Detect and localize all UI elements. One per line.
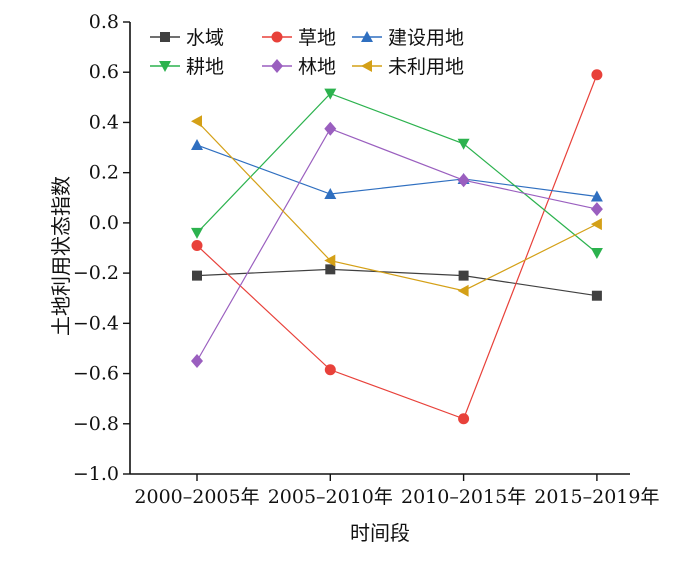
- legend-item: 草地: [262, 27, 336, 49]
- legend-marker: [271, 31, 283, 43]
- y-tick-label: 0.8: [89, 11, 119, 33]
- legend-item: 耕地: [150, 56, 224, 78]
- data-point: [590, 190, 603, 202]
- legend-label: 林地: [298, 56, 336, 78]
- legend-item: 林地: [262, 56, 336, 78]
- data-point: [324, 188, 337, 200]
- x-tick-label: 2015–2019年: [534, 486, 659, 508]
- axes: 0.8 0.6 0.4 0.2 0.0 −0.2 −0.4 −0.6 −0.8 −1.0 2000–…: [73, 11, 660, 508]
- data-point: [458, 413, 470, 425]
- series-1: [191, 69, 603, 425]
- legend-label: 未利用地: [388, 56, 464, 78]
- data-point: [457, 284, 469, 297]
- x-tick-label: 2005–2010年: [268, 486, 393, 508]
- series-layer: [191, 69, 603, 425]
- legend-item: 未利用地: [352, 56, 464, 78]
- data-point: [191, 227, 203, 239]
- y-tick-label: −0.6: [73, 363, 119, 385]
- legend-item: 水域: [150, 27, 224, 49]
- data-point: [590, 218, 602, 231]
- data-point: [191, 354, 203, 368]
- series-line: [196, 92, 598, 254]
- series-5: [191, 115, 602, 297]
- y-tick-label: 0.4: [89, 111, 119, 133]
- legend-label: 建设用地: [388, 27, 464, 49]
- legend-item: 建设用地: [352, 27, 464, 49]
- data-point: [191, 139, 203, 151]
- y-tick-label: −0.8: [73, 413, 119, 435]
- y-axis-title: 土地利用状态指数: [49, 176, 73, 336]
- y-tick-label: 0.6: [89, 61, 119, 83]
- x-tick-label: 2010–2015年: [401, 486, 526, 508]
- series-line: [196, 144, 597, 198]
- y-tick-label: −1.0: [73, 463, 119, 485]
- series-2: [191, 139, 603, 202]
- data-point: [192, 270, 202, 281]
- y-tick-label: 0.2: [89, 162, 119, 184]
- data-point: [324, 364, 336, 376]
- series-line: [196, 268, 597, 297]
- data-point: [324, 254, 336, 267]
- legend-marker: [361, 31, 373, 42]
- data-point: [457, 138, 470, 150]
- data-point: [590, 248, 603, 260]
- y-tick-label: 0.0: [89, 212, 119, 234]
- legend-label: 草地: [298, 27, 336, 49]
- data-point: [591, 290, 602, 301]
- legend-label: 耕地: [186, 56, 224, 78]
- data-point: [191, 115, 202, 128]
- series-4: [191, 121, 603, 368]
- y-tick-label: −0.4: [73, 312, 119, 334]
- series-3: [191, 88, 603, 260]
- y-tick-label: −0.2: [73, 262, 119, 284]
- legend-marker: [160, 32, 170, 42]
- x-axis-title: 时间段: [350, 521, 410, 545]
- x-tick-label: 2000–2005年: [134, 486, 259, 508]
- data-point: [457, 173, 470, 188]
- series-line: [196, 74, 598, 420]
- legend-label: 水域: [186, 27, 224, 49]
- series-line: [196, 127, 598, 362]
- data-point: [325, 264, 336, 275]
- data-point: [590, 202, 603, 217]
- legend-marker: [271, 59, 283, 73]
- data-point: [191, 239, 203, 251]
- series-0: [192, 264, 602, 301]
- legend-marker: [361, 60, 372, 72]
- data-point: [458, 270, 469, 281]
- data-point: [591, 69, 603, 81]
- legend-marker: [159, 61, 171, 72]
- series-line: [196, 120, 598, 292]
- data-point: [324, 88, 337, 100]
- data-point: [324, 121, 337, 136]
